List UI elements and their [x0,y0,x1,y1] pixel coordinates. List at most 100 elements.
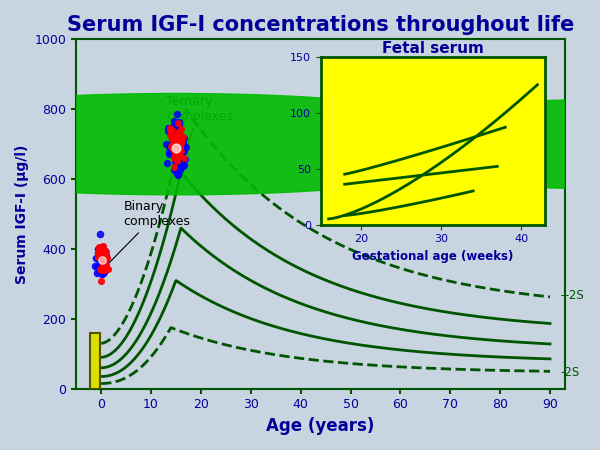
Point [167,145,176,152]
Point [98,257,108,265]
Point [97,254,107,261]
Point [167,144,176,151]
Point [95,244,104,251]
Point [170,158,179,165]
Point [175,138,184,145]
Point [92,270,101,277]
Point [100,256,110,264]
Point [174,150,184,157]
Point [173,170,182,177]
Point [176,148,185,155]
Point [169,152,179,159]
Point [101,263,111,270]
Point [163,124,173,131]
Point [171,146,181,153]
Point [95,257,104,264]
Point [100,248,110,255]
Point [169,118,178,125]
Point [167,148,177,156]
Point [164,150,174,158]
Point [97,251,106,258]
Point [167,135,177,143]
Point [175,136,184,143]
Point [162,160,172,167]
Point [97,246,106,253]
Point [179,147,188,154]
Point [170,130,180,137]
Point [169,140,179,148]
Point [95,231,104,238]
Text: Binary
complexes: Binary complexes [104,200,190,268]
Point [173,119,182,126]
Point [179,133,188,140]
Point [97,257,106,264]
Point [170,141,180,148]
Point [95,261,105,268]
Point [175,144,185,151]
Point [96,255,106,262]
Point [173,161,183,168]
Point [97,256,107,263]
Point [95,253,105,260]
Point [167,135,177,142]
Point [97,254,106,261]
Point [98,251,108,258]
Point [173,129,183,136]
Point [172,143,182,150]
Point [169,151,179,158]
Point [101,249,111,256]
Point [172,156,182,163]
Point [95,256,104,264]
Point [173,144,183,152]
Point [180,155,190,162]
Point [173,126,182,134]
Point [175,145,184,152]
Point [94,253,103,260]
Point [168,130,178,137]
Point [176,140,186,147]
Point [169,154,178,162]
Point [98,258,108,265]
Point [164,143,174,150]
Point [173,170,182,177]
Point [98,253,108,261]
Point [171,144,181,151]
Point [97,247,106,254]
Point [176,138,186,145]
Point [167,140,177,147]
Point [179,161,189,168]
Point [175,132,184,139]
Point [169,133,179,140]
Point [173,146,183,153]
Point [172,140,181,148]
Point [98,260,107,267]
Point [181,143,191,150]
Point [100,266,109,274]
Point [175,118,184,126]
Point [177,133,187,140]
Point [98,255,108,262]
Point [176,144,185,151]
Point [94,246,103,253]
Point [93,249,103,256]
Point [170,147,180,154]
Point [170,154,180,161]
Point [91,262,100,270]
Point [170,142,180,149]
Point [174,135,184,142]
Point [169,166,179,174]
Point [97,269,106,276]
Point [100,262,109,269]
Point [96,256,106,264]
Point [101,261,111,269]
Point [167,141,176,149]
Point [173,136,182,143]
Point [98,269,107,276]
Point [169,122,178,130]
Text: -2S: -2S [560,366,579,379]
Point [179,155,189,162]
Point [179,134,188,141]
Point [169,133,179,140]
Point [98,244,107,251]
Point [94,253,104,261]
